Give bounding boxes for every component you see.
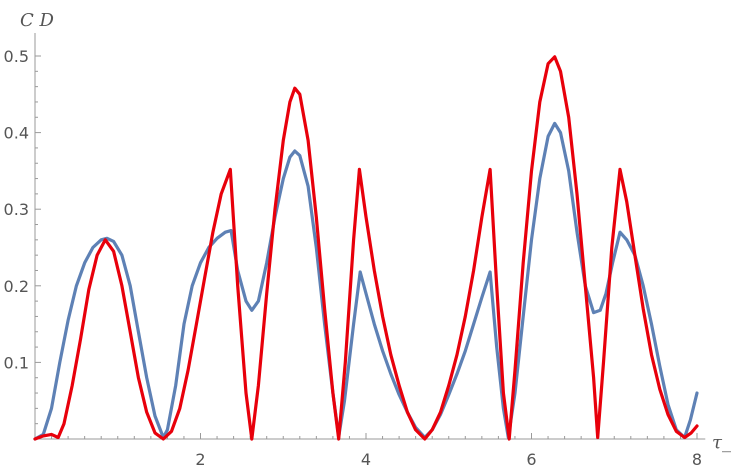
y-tick-label: 0.2 bbox=[4, 277, 29, 296]
x-tick-label: 6 bbox=[526, 450, 536, 469]
x-tick-label: 8 bbox=[692, 450, 702, 469]
axes: 2 4 6 8 0.1 0.2 0.3 0.4 0.5 bbox=[4, 33, 706, 469]
y-ticks: 0.1 0.2 0.3 0.4 0.5 bbox=[4, 47, 41, 425]
y-axis-title: C D bbox=[20, 10, 54, 31]
series-line-red bbox=[33, 55, 699, 441]
y-tick-label: 0.4 bbox=[4, 124, 29, 143]
x-tick-label: 2 bbox=[195, 450, 205, 469]
series-line-blue bbox=[33, 121, 699, 441]
x-ticks: 2 4 6 8 bbox=[51, 433, 702, 469]
y-tick-label: 0.5 bbox=[4, 47, 29, 66]
x-axis-title: τ_ bbox=[712, 432, 731, 453]
y-tick-label: 0.1 bbox=[4, 353, 29, 372]
x-tick-label: 4 bbox=[361, 450, 371, 469]
y-tick-label: 0.3 bbox=[4, 200, 29, 219]
series-layer bbox=[33, 55, 699, 441]
